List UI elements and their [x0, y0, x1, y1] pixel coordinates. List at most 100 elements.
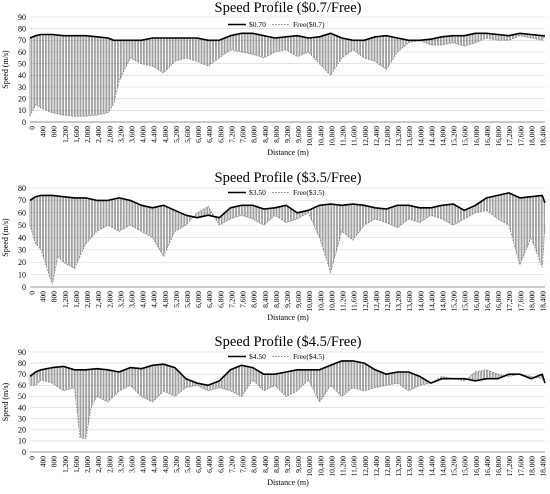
x-tick-label: 7,200 [228, 126, 237, 143]
x-tick-label: 12,800 [383, 126, 392, 147]
y-tick-label: 20 [18, 94, 26, 103]
series-line-toll [29, 360, 546, 387]
y-tick-label: 30 [18, 414, 26, 423]
x-tick-label: 5,200 [172, 126, 181, 143]
x-tick-label: 13,600 [405, 456, 414, 477]
x-tick-label: 7,600 [239, 126, 248, 143]
x-tick-label: 6,400 [205, 291, 214, 308]
x-tick-label: 5,600 [183, 456, 192, 473]
x-tick-label: 16,000 [472, 126, 481, 147]
x-tick-label: 1,200 [61, 291, 70, 308]
x-tick-label: 12,000 [361, 291, 370, 312]
x-tick-label: 1,200 [61, 126, 70, 143]
x-tick-label: 13,200 [394, 456, 403, 477]
x-tick-label: 1,600 [72, 456, 81, 473]
x-tick-label: 14,000 [416, 291, 425, 312]
x-tick-label: 8,800 [272, 126, 281, 143]
x-tick-label: 15,600 [461, 126, 470, 147]
x-tick-label: 0 [28, 126, 37, 130]
x-tick-label: 18,000 [527, 126, 536, 147]
x-tick-label: 5,600 [183, 291, 192, 308]
y-axis-label: Speed (m/s) [1, 50, 10, 89]
y-tick-label: 80 [18, 359, 26, 368]
x-tick-label: 800 [50, 291, 59, 303]
x-tick-label: 12,800 [383, 456, 392, 477]
x-tick-label: 12,000 [361, 126, 370, 147]
speed-difference-hatching [29, 33, 545, 117]
x-tick-label: 15,600 [461, 291, 470, 312]
x-tick-label: 10,400 [316, 126, 325, 147]
x-tick-label: 18,000 [527, 291, 536, 312]
series-line-toll [29, 192, 546, 219]
x-tick-label: 11,600 [350, 291, 359, 312]
series-line-toll [29, 32, 545, 42]
x-tick-label: 10,400 [316, 456, 325, 477]
legend-label-toll: $4.50 [249, 352, 266, 361]
x-tick-label: 6,400 [205, 456, 214, 473]
x-tick-label: 7,200 [228, 456, 237, 473]
y-tick-label: 30 [18, 246, 26, 255]
x-tick-label: 14,400 [427, 291, 436, 312]
x-tick-label: 4,000 [139, 291, 148, 308]
x-tick-label: 5,200 [172, 456, 181, 473]
x-tick-label: 800 [50, 456, 59, 468]
x-tick-label: 8,400 [261, 291, 270, 308]
x-tick-label: 17,200 [505, 456, 514, 477]
x-tick-label: 16,400 [483, 126, 492, 147]
y-tick-label: 40 [18, 403, 26, 412]
x-tick-label: 6,800 [216, 291, 225, 308]
x-tick-label: 16,000 [472, 291, 481, 312]
x-tick-label: 3,200 [116, 456, 125, 473]
x-tick-label: 16,400 [483, 291, 492, 312]
x-tick-label: 2,000 [83, 456, 92, 473]
y-tick-label: 70 [18, 196, 26, 205]
x-tick-label: 14,000 [416, 456, 425, 477]
x-tick-label: 11,200 [339, 126, 348, 147]
y-tick-label: 80 [18, 24, 26, 33]
y-tick-label: 50 [18, 392, 26, 401]
x-tick-label: 5,600 [183, 126, 192, 143]
y-tick-label: 0 [22, 118, 26, 127]
x-tick-label: 13,200 [394, 291, 403, 312]
legend-label-free: Free($0.7) [293, 20, 325, 29]
speed-difference-hatching [29, 360, 545, 439]
chart-panel-1: Speed Profile ($0.7/Free) 0 10 20 30 40 50 60 70… [1, 0, 548, 157]
x-tick-label: 15,200 [450, 126, 459, 147]
x-tick-label: 1,600 [72, 291, 81, 308]
y-tick-label: 40 [18, 233, 26, 242]
y-tick-label: 80 [18, 184, 26, 193]
y-tick-label: 10 [18, 106, 26, 115]
x-tick-label: 15,200 [450, 456, 459, 477]
x-tick-label: 800 [50, 126, 59, 138]
y-tick-label: 50 [18, 221, 26, 230]
y-tick-label: 50 [18, 59, 26, 68]
legend-label-toll: $3.50 [249, 188, 266, 197]
chart-title: Speed Profile ($0.7/Free) [215, 0, 362, 16]
legend-label-toll: $0.70 [249, 20, 266, 29]
x-tick-label: 11,600 [350, 126, 359, 147]
legend-label-free: Free($4.5) [293, 352, 325, 361]
x-tick-label: 4,800 [161, 126, 170, 143]
x-tick-label: 3,200 [116, 126, 125, 143]
x-tick-label: 10,400 [316, 291, 325, 312]
x-tick-label: 1,600 [72, 126, 81, 143]
x-tick-label: 2,400 [94, 126, 103, 143]
x-axis-label: Distance (m) [267, 478, 309, 487]
x-tick-label: 6,000 [194, 126, 203, 143]
x-tick-label: 17,200 [505, 126, 514, 147]
x-tick-label: 6,400 [205, 126, 214, 143]
speed-difference-hatching [29, 193, 545, 282]
x-tick-label: 6,000 [194, 291, 203, 308]
x-tick-label: 4,800 [161, 456, 170, 473]
x-tick-label: 13,600 [405, 126, 414, 147]
series-line-free [29, 205, 546, 285]
x-tick-label: 8,800 [272, 456, 281, 473]
x-tick-label: 7,600 [239, 456, 248, 473]
x-tick-label: 16,800 [494, 126, 503, 147]
y-tick-label: 0 [22, 283, 26, 292]
x-tick-label: 12,000 [361, 456, 370, 477]
x-tick-label: 11,200 [339, 291, 348, 312]
x-tick-label: 2,000 [83, 126, 92, 143]
x-tick-label: 4,000 [139, 126, 148, 143]
x-tick-label: 11,600 [350, 456, 359, 477]
